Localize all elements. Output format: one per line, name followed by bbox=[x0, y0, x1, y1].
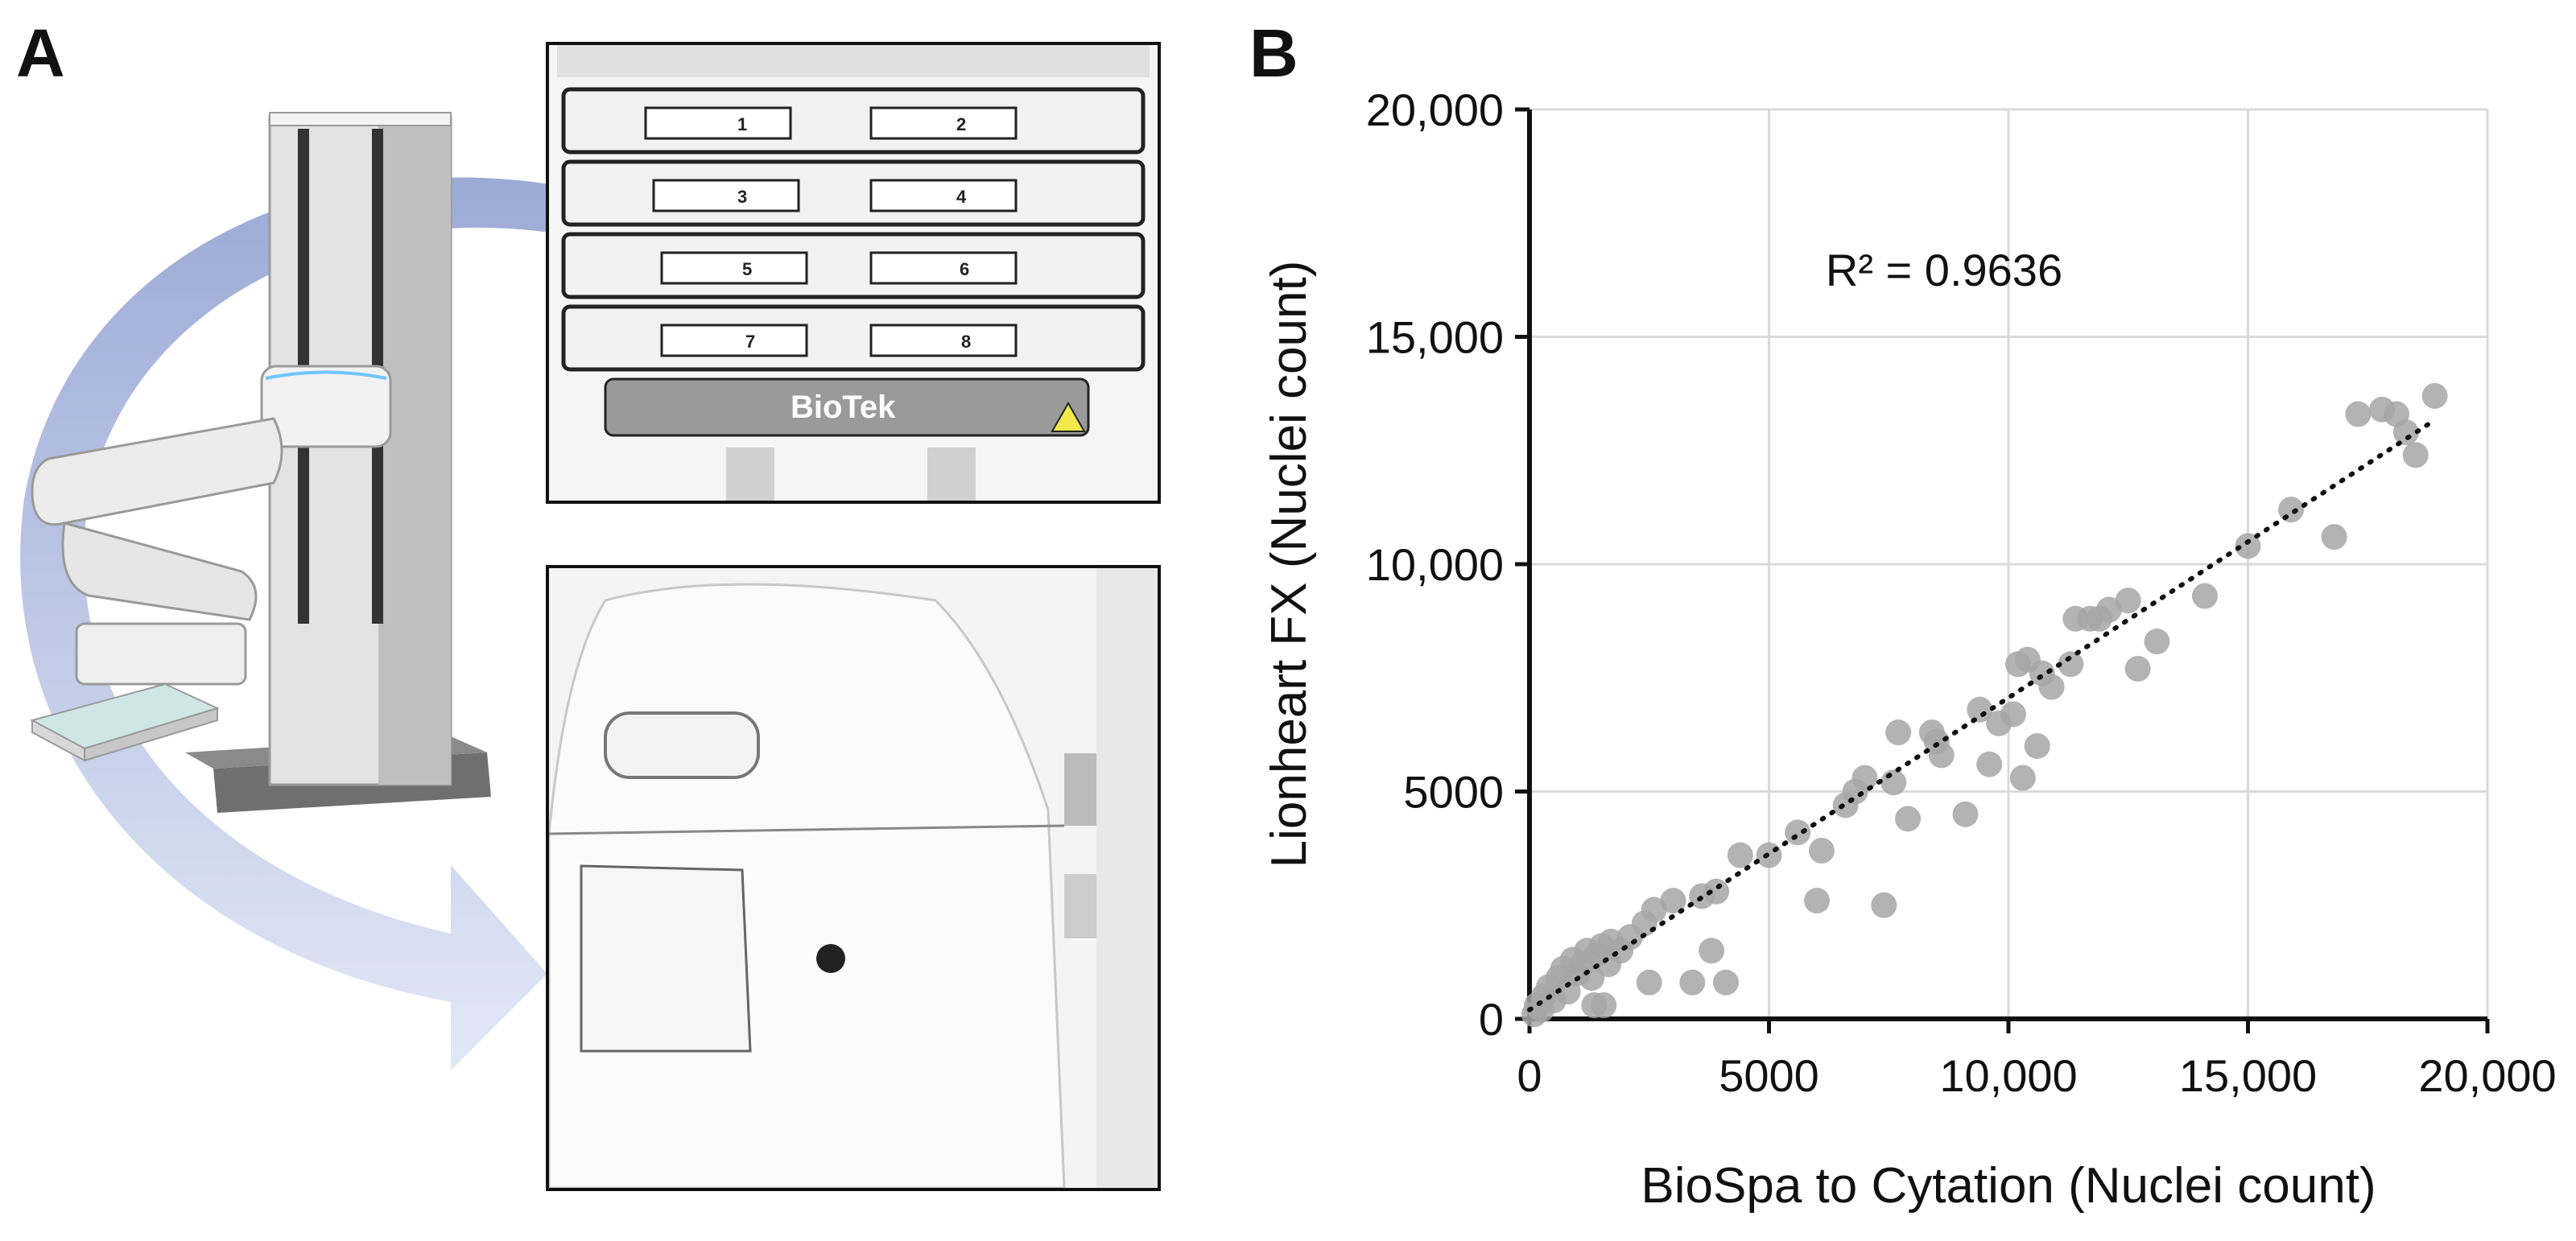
data-point-63 bbox=[2124, 655, 2151, 682]
data-point-38 bbox=[1852, 765, 1878, 791]
data-point-33 bbox=[1785, 819, 1811, 846]
x-axis-title: BioSpa to Cytation (Nuclei count) bbox=[1641, 1158, 2376, 1214]
data-point-48 bbox=[1976, 751, 2003, 777]
data-point-35 bbox=[1808, 837, 1835, 864]
drawer-number-2: 2 bbox=[956, 114, 966, 134]
data-point-26 bbox=[1679, 969, 1706, 996]
x-tick-label-0: 0 bbox=[1517, 1050, 1542, 1101]
data-point-69 bbox=[2345, 401, 2372, 427]
data-point-24 bbox=[1636, 969, 1662, 996]
data-point-23 bbox=[1641, 897, 1667, 923]
scatter-chart: 0 5000 10,000 15,000 20,000 0 5000 10,000 15,000… bbox=[1261, 85, 2557, 1214]
robot-arm bbox=[31, 417, 283, 526]
panel-b-label: B bbox=[1249, 15, 1298, 91]
y-tick-label-1: 5000 bbox=[1403, 767, 1504, 818]
trendline bbox=[1527, 420, 2433, 1012]
lionheart-photo bbox=[546, 565, 1161, 1191]
drawer-row-4: 7 8 bbox=[561, 304, 1146, 372]
y-tick-label-4: 20,000 bbox=[1366, 85, 1504, 135]
data-point-56 bbox=[2038, 674, 2065, 700]
drawer-number-6: 6 bbox=[960, 259, 969, 279]
data-point-72 bbox=[2392, 419, 2419, 446]
data-point-73 bbox=[2402, 442, 2429, 468]
x-tick-label-2: 10,000 bbox=[1939, 1050, 2077, 1101]
drawer-row-3: 5 6 bbox=[561, 232, 1146, 299]
y-tick-label-2: 10,000 bbox=[1366, 539, 1504, 590]
data-point-41 bbox=[1885, 719, 1912, 746]
data-point-61 bbox=[2095, 596, 2122, 623]
data-point-40 bbox=[1880, 769, 1907, 796]
data-point-64 bbox=[2144, 629, 2170, 655]
data-point-65 bbox=[2191, 583, 2218, 609]
data-point-68 bbox=[2321, 524, 2347, 550]
x-tick-label-4: 20,000 bbox=[2418, 1050, 2556, 1101]
data-point-28 bbox=[1699, 938, 1725, 964]
data-point-57 bbox=[2058, 651, 2084, 678]
ticks: 0 5000 10,000 15,000 20,000 0 5000 10,000 15,000… bbox=[1366, 85, 2557, 1101]
trendline-group bbox=[1527, 420, 2433, 1012]
data-point-45 bbox=[1928, 742, 1955, 769]
data-point-34 bbox=[1804, 888, 1830, 914]
drawer-row-2: 3 4 bbox=[561, 159, 1146, 227]
warning-icon bbox=[1051, 401, 1086, 432]
biotek-logo-text: BioTek bbox=[791, 390, 896, 425]
data-point-62 bbox=[2115, 588, 2141, 614]
drawer-number-5: 5 bbox=[742, 259, 752, 279]
device-port bbox=[816, 944, 845, 973]
drawer-number-7: 7 bbox=[745, 332, 755, 352]
transfer-arrow bbox=[20, 177, 555, 1070]
drawer-number-1: 1 bbox=[737, 114, 747, 134]
device-door bbox=[580, 864, 752, 1053]
data-point-30 bbox=[1712, 969, 1739, 996]
drawer-number-4: 4 bbox=[956, 187, 967, 207]
y-tick-label-0: 0 bbox=[1479, 994, 1504, 1045]
drawer-number-3: 3 bbox=[737, 187, 747, 207]
panel-a: A bbox=[0, 0, 1175, 1241]
panel-a-label: A bbox=[16, 15, 65, 91]
data-point-47 bbox=[1967, 696, 1993, 723]
drawer-number-8: 8 bbox=[961, 332, 971, 352]
arm-housing bbox=[260, 365, 392, 448]
r-squared-annotation: R² = 0.9636 bbox=[1826, 245, 2062, 295]
data-point-17 bbox=[1591, 992, 1617, 1019]
drawer-row-1: 1 2 bbox=[561, 87, 1146, 155]
data-point-29 bbox=[1703, 878, 1730, 905]
data-point-67 bbox=[2278, 497, 2305, 523]
data-points bbox=[1521, 382, 2448, 1028]
biospa-photo: 1 2 3 4 5 6 7 8 bbox=[546, 42, 1161, 504]
data-point-66 bbox=[2235, 533, 2261, 559]
data-point-54 bbox=[2024, 733, 2050, 759]
x-tick-label-1: 5000 bbox=[1719, 1050, 1819, 1101]
data-point-50 bbox=[2000, 701, 2026, 728]
robot-illustration bbox=[20, 112, 555, 1070]
data-point-39 bbox=[1871, 892, 1897, 918]
device-handle bbox=[604, 711, 760, 779]
y-tick-label-3: 15,000 bbox=[1366, 312, 1504, 363]
x-tick-label-3: 15,000 bbox=[2179, 1050, 2317, 1101]
data-point-52 bbox=[2009, 765, 2036, 791]
data-point-46 bbox=[1952, 801, 1979, 827]
data-point-74 bbox=[2421, 382, 2448, 409]
data-point-42 bbox=[1895, 806, 1922, 832]
panel-b: B 0 5000 10,000 15,000 20,000 0 5000 10,000 15,0… bbox=[1175, 0, 2576, 1241]
y-axis-title: Lionheart FX (Nuclei count) bbox=[1261, 261, 1317, 868]
data-point-25 bbox=[1660, 888, 1686, 914]
data-point-31 bbox=[1727, 842, 1753, 868]
